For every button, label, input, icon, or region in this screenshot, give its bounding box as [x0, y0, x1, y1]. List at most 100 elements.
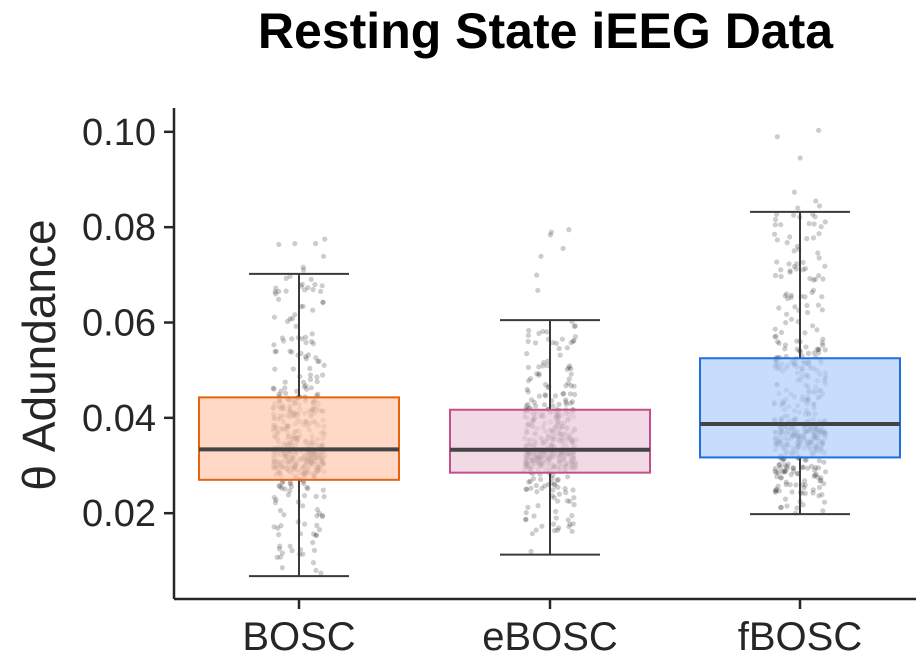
data-point — [569, 399, 576, 405]
data-point — [539, 523, 545, 529]
data-point — [279, 485, 285, 491]
data-point — [555, 498, 561, 504]
data-point — [802, 330, 808, 336]
data-point — [819, 492, 825, 498]
data-point — [313, 240, 319, 247]
data-point — [788, 292, 794, 298]
data-point — [275, 525, 281, 531]
data-point — [287, 348, 293, 354]
data-point — [527, 478, 533, 484]
data-point — [551, 521, 557, 527]
data-point — [307, 372, 314, 378]
data-point — [524, 351, 530, 357]
data-point — [792, 304, 798, 310]
data-point — [310, 560, 316, 566]
data-point — [529, 531, 536, 537]
chart-title: Resting State iEEG Data — [257, 3, 834, 59]
data-point — [567, 391, 573, 397]
data-point — [302, 287, 308, 293]
data-point — [778, 267, 784, 273]
data-point — [283, 390, 289, 396]
data-point — [276, 532, 282, 538]
data-point — [822, 347, 828, 353]
data-point — [321, 253, 327, 259]
data-point — [816, 493, 822, 499]
data-point — [273, 348, 279, 354]
data-point — [571, 383, 577, 389]
data-point — [526, 327, 532, 333]
data-point — [803, 457, 809, 463]
data-point — [794, 243, 801, 250]
data-point — [822, 219, 828, 225]
data-point — [318, 288, 324, 294]
data-point — [775, 483, 781, 489]
data-point — [560, 245, 566, 251]
data-point — [553, 508, 559, 515]
data-point — [816, 465, 822, 471]
iqr-box — [699, 357, 901, 459]
data-point — [772, 468, 778, 474]
data-point — [771, 231, 778, 237]
data-point — [314, 513, 320, 519]
data-point — [780, 469, 786, 475]
data-point — [773, 333, 779, 339]
data-point — [287, 481, 293, 487]
data-point — [273, 285, 279, 291]
data-point — [808, 463, 815, 469]
data-point — [821, 459, 827, 465]
data-point — [802, 457, 808, 463]
data-point — [815, 347, 822, 353]
data-point — [285, 492, 292, 498]
data-point — [309, 331, 315, 337]
data-point — [793, 266, 800, 272]
data-point — [777, 475, 784, 481]
data-point — [308, 385, 314, 391]
data-point — [287, 479, 293, 486]
data-point — [528, 548, 534, 554]
data-point — [568, 340, 574, 346]
data-point — [804, 302, 810, 309]
data-point — [809, 289, 815, 296]
data-point — [784, 240, 790, 246]
data-point — [787, 234, 793, 240]
data-point — [782, 346, 788, 352]
data-point — [307, 365, 313, 372]
data-point — [566, 376, 572, 382]
data-point — [280, 338, 287, 344]
data-point — [571, 495, 577, 501]
data-point — [822, 263, 828, 269]
data-point — [276, 288, 282, 294]
data-point — [800, 502, 806, 508]
data-point — [279, 335, 286, 341]
data-point — [555, 477, 561, 483]
data-point — [304, 484, 310, 491]
data-point — [532, 340, 539, 346]
data-point — [548, 229, 554, 235]
data-point — [818, 475, 824, 481]
data-point — [775, 339, 781, 345]
data-point — [568, 366, 574, 372]
data-point — [321, 362, 327, 368]
data-point — [279, 550, 285, 556]
data-point — [783, 481, 789, 488]
data-point — [273, 291, 279, 297]
data-point — [565, 517, 571, 523]
data-point — [793, 482, 799, 488]
data-point — [571, 323, 578, 329]
x-tick-label: BOSC — [242, 615, 355, 656]
data-point — [285, 318, 291, 324]
data-point — [289, 316, 295, 322]
data-point — [810, 490, 816, 496]
data-point — [271, 342, 277, 348]
data-point — [785, 461, 792, 467]
data-point — [538, 253, 544, 259]
data-point — [313, 532, 319, 538]
data-point — [810, 235, 817, 241]
data-point — [778, 475, 785, 481]
data-point — [281, 512, 287, 518]
data-point — [528, 485, 534, 491]
data-point — [816, 203, 823, 209]
data-point — [800, 259, 806, 265]
data-point — [563, 383, 569, 389]
data-point — [531, 513, 537, 519]
